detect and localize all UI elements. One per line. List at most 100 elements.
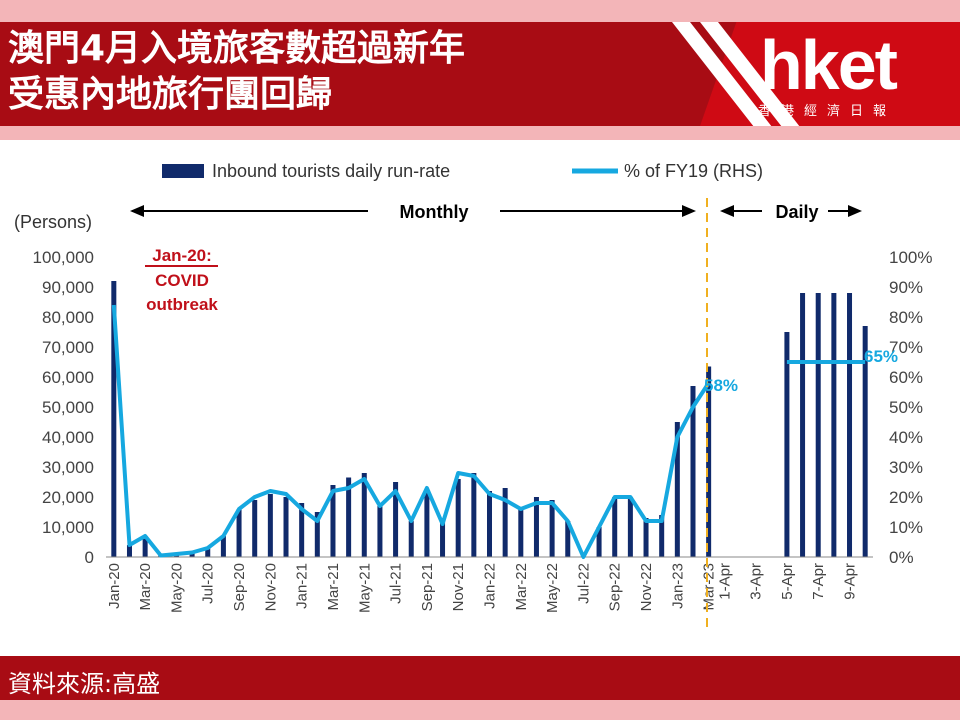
bar bbox=[126, 545, 132, 557]
daily-indicator: Daily bbox=[720, 202, 862, 222]
bar bbox=[455, 479, 461, 557]
y2-tick-label: 100% bbox=[889, 248, 932, 267]
logo-subtitle: 香港經濟日報 bbox=[758, 104, 897, 119]
monthly-label: Monthly bbox=[400, 202, 469, 222]
bar bbox=[205, 548, 211, 557]
legend-line-label: % of FY19 (RHS) bbox=[624, 161, 763, 181]
page-title: 澳門4月入境旅客數超過新年 受惠內地旅行團回歸 bbox=[8, 26, 465, 118]
legend-bar-label: Inbound tourists daily run-rate bbox=[212, 161, 450, 181]
bar bbox=[784, 332, 790, 557]
x-tick-label: Nov-20 bbox=[262, 563, 279, 611]
x-axis: Jan-20 Mar-20 May-20 Jul-20 Sep-20 Nov-20 Jan-… bbox=[106, 563, 859, 613]
y-tick-label: 70,000 bbox=[42, 338, 94, 357]
y-tick-label: 80,000 bbox=[42, 308, 94, 327]
y2-tick-label: 90% bbox=[889, 278, 923, 297]
y2-tick-label: 20% bbox=[889, 488, 923, 507]
x-tick-label: Jul-22 bbox=[575, 563, 592, 604]
bar bbox=[283, 497, 289, 557]
bar bbox=[800, 293, 806, 557]
y2-tick-label: 80% bbox=[889, 308, 923, 327]
bar bbox=[111, 281, 117, 557]
hket-logo: hket bbox=[760, 26, 898, 104]
bar bbox=[831, 293, 837, 557]
bar bbox=[627, 497, 633, 557]
covid-annotation: Jan-20: COVID outbreak bbox=[145, 246, 218, 314]
x-tick-label: May-21 bbox=[356, 563, 373, 613]
y2-tick-label: 0% bbox=[889, 548, 914, 567]
legend-bar-swatch bbox=[162, 164, 204, 178]
x-tick-label: Sep-22 bbox=[607, 563, 624, 611]
title-line-1: 澳門4月入境旅客數超過新年 bbox=[8, 28, 466, 69]
bar bbox=[361, 473, 367, 557]
x-tick-label: Mar-23 bbox=[701, 563, 718, 611]
x-tick-label: May-22 bbox=[544, 563, 561, 613]
bar bbox=[549, 500, 555, 557]
bar bbox=[502, 488, 508, 557]
bar bbox=[424, 491, 430, 557]
x-tick-label: Nov-22 bbox=[638, 563, 655, 611]
y2-tick-label: 70% bbox=[889, 338, 923, 357]
bar bbox=[565, 521, 571, 557]
daily-label: Daily bbox=[775, 202, 818, 222]
line-series bbox=[111, 304, 866, 559]
x-tick-label: 1-Apr bbox=[716, 563, 733, 600]
y-axis-label: (Persons) bbox=[14, 212, 92, 232]
monthly-indicator: Monthly bbox=[130, 202, 696, 222]
bar bbox=[659, 515, 665, 557]
bar bbox=[690, 386, 696, 557]
x-tick-label: 9-Apr bbox=[842, 563, 859, 600]
x-tick-label: Sep-21 bbox=[419, 563, 436, 611]
y-tick-label: 60,000 bbox=[42, 368, 94, 387]
bar bbox=[142, 536, 148, 557]
sub-strip bbox=[0, 126, 960, 140]
x-tick-label: Jul-20 bbox=[200, 563, 217, 604]
x-tick-label: Jan-22 bbox=[482, 563, 499, 609]
bar bbox=[612, 497, 618, 557]
bar bbox=[440, 521, 446, 557]
bar bbox=[299, 503, 305, 557]
x-tick-label: Jan-21 bbox=[294, 563, 311, 609]
bar bbox=[518, 509, 524, 557]
y-tick-label: 40,000 bbox=[42, 428, 94, 447]
x-tick-label: Jul-21 bbox=[388, 563, 405, 604]
bar bbox=[346, 477, 352, 557]
y2-tick-label: 50% bbox=[889, 398, 923, 417]
bar bbox=[533, 497, 539, 557]
bottom-strip bbox=[0, 700, 960, 720]
bar bbox=[815, 293, 821, 557]
y2-tick-label: 30% bbox=[889, 458, 923, 477]
bar bbox=[330, 485, 336, 557]
bar-series bbox=[106, 281, 873, 558]
y-axis-left: 0 10,000 20,000 30,000 40,000 50,000 60,000 70,… bbox=[33, 248, 94, 567]
bar bbox=[862, 326, 868, 557]
bar bbox=[847, 293, 853, 557]
x-tick-label: Sep-20 bbox=[231, 563, 248, 611]
x-tick-label: Mar-20 bbox=[137, 563, 154, 611]
data-label-mar23: 58% bbox=[704, 376, 738, 395]
bar bbox=[377, 506, 383, 557]
x-tick-label: Jan-20 bbox=[106, 563, 123, 609]
y-tick-label: 0 bbox=[85, 548, 94, 567]
y-tick-label: 50,000 bbox=[42, 398, 94, 417]
x-tick-label: 5-Apr bbox=[779, 563, 796, 600]
bar bbox=[486, 491, 493, 557]
annotation-line-1: Jan-20: bbox=[152, 246, 212, 265]
y-tick-label: 10,000 bbox=[42, 518, 94, 537]
y2-tick-label: 60% bbox=[889, 368, 923, 387]
y2-tick-label: 40% bbox=[889, 428, 923, 447]
y2-tick-label: 10% bbox=[889, 518, 923, 537]
source-note: 資料來源:高盛 bbox=[8, 670, 161, 698]
chart-svg: Inbound tourists daily run-rate % of FY1… bbox=[14, 161, 932, 628]
bar bbox=[252, 500, 258, 557]
y-tick-label: 20,000 bbox=[42, 488, 94, 507]
y-axis-right: 0% 10% 20% 30% 40% 50% 60% 70% 80% 90% 100% bbox=[889, 248, 932, 567]
chart-area: Inbound tourists daily run-rate % of FY1… bbox=[0, 140, 960, 652]
y-tick-label: 30,000 bbox=[42, 458, 94, 477]
bar bbox=[220, 536, 226, 557]
x-tick-label: Jan-23 bbox=[669, 563, 686, 609]
footer-bar: 資料來源:高盛 bbox=[0, 656, 960, 700]
x-tick-label: 7-Apr bbox=[810, 563, 827, 600]
bar bbox=[189, 552, 195, 557]
legend: Inbound tourists daily run-rate % of FY1… bbox=[162, 161, 763, 181]
line-series-path bbox=[111, 304, 711, 559]
